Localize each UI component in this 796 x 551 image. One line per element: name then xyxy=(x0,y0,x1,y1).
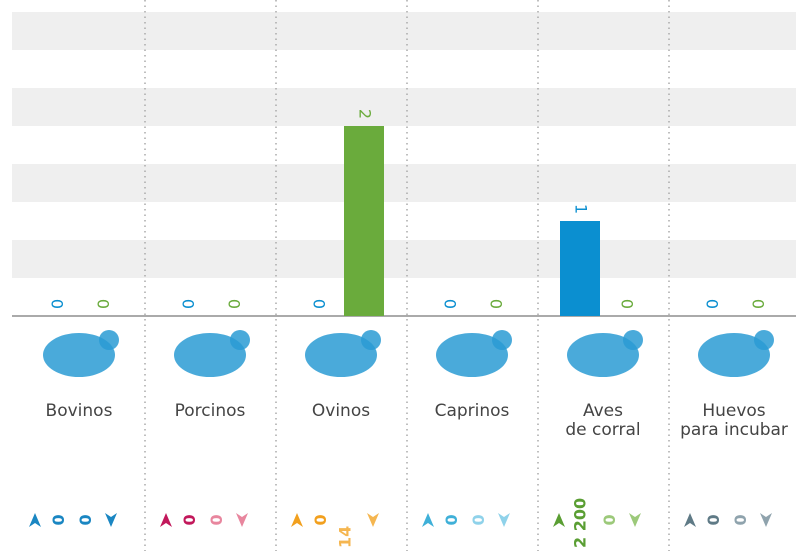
bar xyxy=(560,221,600,316)
category-label: Aves de corral xyxy=(538,402,668,440)
grid-band xyxy=(12,88,796,126)
value-label: 0 xyxy=(487,299,506,309)
category-label: Caprinos xyxy=(407,402,537,421)
flow-value: 0 xyxy=(180,514,199,525)
page: 0000100020000000014002 200000 BovinosPor… xyxy=(0,0,796,551)
up-arrow xyxy=(422,513,434,527)
grid-band xyxy=(12,240,796,278)
animal-icon xyxy=(361,330,381,350)
grid-band xyxy=(12,164,796,202)
chart: 0000100020000000014002 200000 xyxy=(0,0,796,551)
down-arrow xyxy=(236,513,248,527)
flow-value: 0 xyxy=(731,514,750,525)
category-label: Huevos para incubar xyxy=(669,402,796,440)
animal-icon xyxy=(99,330,119,350)
up-arrow xyxy=(160,513,172,527)
down-arrow xyxy=(760,513,772,527)
flow-value: 14 xyxy=(336,526,355,548)
category-label: Porcinos xyxy=(145,402,275,421)
flow-value: 0 xyxy=(704,514,723,525)
animal-icon xyxy=(492,330,512,350)
flow-value: 0 xyxy=(49,514,68,525)
value-label: 0 xyxy=(441,299,460,309)
bar xyxy=(344,126,384,316)
value-label: 0 xyxy=(310,299,329,309)
down-arrow xyxy=(629,513,641,527)
value-label: 1 xyxy=(572,204,591,214)
animal-icon xyxy=(754,330,774,350)
value-label: 0 xyxy=(48,299,67,309)
flow-value: 0 xyxy=(207,514,226,525)
value-label: 0 xyxy=(618,299,637,309)
value-label: 0 xyxy=(703,299,722,309)
category-label: Bovinos xyxy=(14,402,144,421)
animal-icon xyxy=(230,330,250,350)
flow-value: 0 xyxy=(311,514,330,525)
up-arrow xyxy=(553,513,565,527)
value-label: 0 xyxy=(749,299,768,309)
grid-band xyxy=(12,12,796,50)
flow-value: 0 xyxy=(469,514,488,525)
down-arrow xyxy=(105,513,117,527)
up-arrow xyxy=(29,513,41,527)
flow-value: 0 xyxy=(442,514,461,525)
category-label: Ovinos xyxy=(276,402,406,421)
down-arrow xyxy=(498,513,510,527)
flow-value: 0 xyxy=(600,514,619,525)
down-arrow xyxy=(367,513,379,527)
up-arrow xyxy=(291,513,303,527)
up-arrow xyxy=(684,513,696,527)
flow-value: 2 200 xyxy=(571,498,590,548)
value-label: 0 xyxy=(225,299,244,309)
flow-value: 0 xyxy=(76,514,95,525)
value-label: 0 xyxy=(94,299,113,309)
animal-icon xyxy=(623,330,643,350)
value-label: 0 xyxy=(179,299,198,309)
value-label: 2 xyxy=(356,109,375,119)
